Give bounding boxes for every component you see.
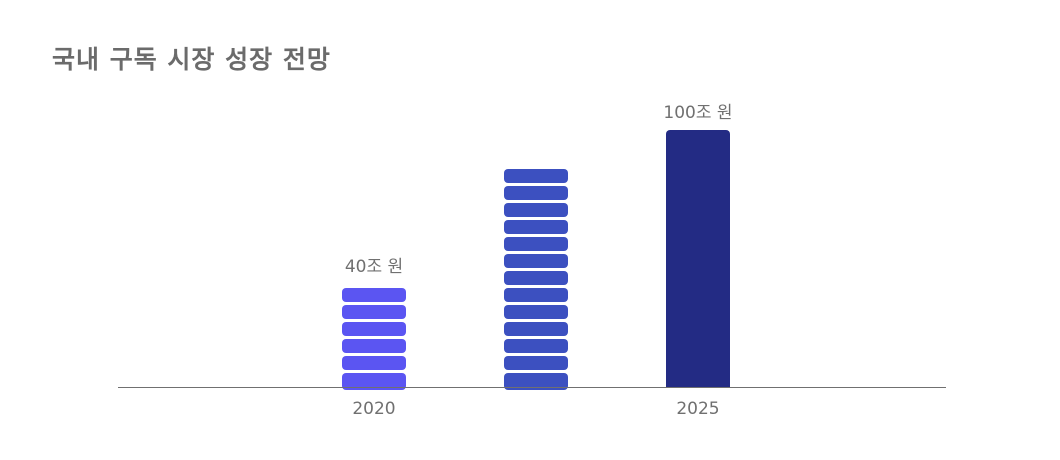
bar-segment xyxy=(504,322,568,336)
bar-segment xyxy=(504,356,568,370)
bar-segment xyxy=(504,271,568,285)
x-tick-label: 2020 xyxy=(352,399,395,419)
bar-segment xyxy=(504,305,568,319)
bar-segment xyxy=(504,169,568,183)
bar-segment xyxy=(504,288,568,302)
bar-segment xyxy=(342,288,406,302)
data-label: 40조 원 xyxy=(345,257,403,277)
bar-segment xyxy=(342,322,406,336)
bar-segment xyxy=(342,339,406,353)
bar-segment xyxy=(504,203,568,217)
bar-segment xyxy=(342,356,406,370)
bar-segment xyxy=(342,373,406,390)
bar-segment xyxy=(504,186,568,200)
bar-segment xyxy=(504,373,568,390)
bar-segment xyxy=(504,254,568,268)
bar-segment xyxy=(504,237,568,251)
chart-title: 국내 구독 시장 성장 전망 xyxy=(52,45,331,74)
bar-2025 xyxy=(666,130,730,387)
bar-segment xyxy=(504,220,568,234)
bar-segment xyxy=(342,305,406,319)
data-label: 100조 원 xyxy=(663,103,732,123)
bar-segment xyxy=(504,339,568,353)
x-tick-label: 2025 xyxy=(676,399,719,419)
